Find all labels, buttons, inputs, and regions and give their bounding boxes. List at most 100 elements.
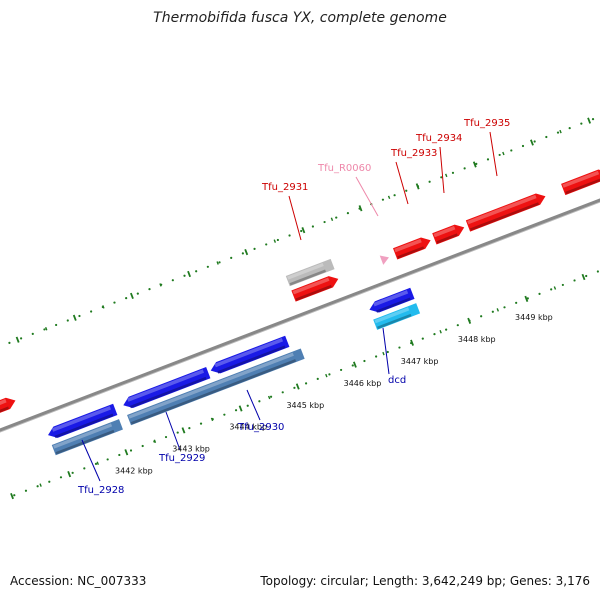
- gene-label: Tfu_2928: [77, 485, 124, 496]
- tick-minor-lower: [439, 330, 442, 334]
- tick-dot-lower: [421, 337, 424, 340]
- tick-label: 3446 kbp: [344, 379, 382, 388]
- tick-dot-lower: [118, 453, 121, 457]
- tick-dot-upper: [136, 292, 139, 295]
- tick-dot-lower: [375, 355, 378, 358]
- tick-mark-upper: [301, 227, 306, 234]
- tick-minor-upper: [502, 151, 505, 156]
- gene-arrow-red-shade: [436, 233, 458, 244]
- tick-dot-lower: [561, 283, 564, 287]
- tick-label: 3449 kbp: [515, 313, 553, 322]
- tick-dot-lower: [293, 386, 296, 389]
- tick-dot-lower: [199, 422, 203, 425]
- gene-label: Tfu_2930: [237, 422, 284, 433]
- tick-minor-lower: [553, 286, 557, 290]
- tick-dot-lower: [106, 458, 109, 461]
- tick-dot-lower: [491, 310, 494, 313]
- gene-block-steel-shade: [130, 359, 297, 425]
- tick-dot-lower: [71, 471, 74, 474]
- tick-dot-lower: [316, 377, 319, 380]
- tick-mark-upper: [530, 139, 534, 146]
- gene-arrow-red: [392, 237, 431, 260]
- leader-line: [489, 131, 498, 177]
- gene-block-steel-highlight: [53, 423, 113, 449]
- tick-minor-lower: [325, 373, 328, 378]
- gene-arrow-red-body: [561, 169, 600, 196]
- tick-dot-lower: [269, 395, 273, 398]
- tick-dot-upper: [346, 211, 350, 215]
- gene-arrow-red-body: [465, 193, 546, 232]
- gene-label: Tfu_2935: [463, 118, 510, 129]
- tick-minor-upper: [387, 195, 391, 200]
- gene-arrow-red: [432, 224, 465, 245]
- tick-dot-upper: [66, 319, 69, 322]
- tick-mark-lower: [67, 471, 72, 478]
- tick-dot-lower: [164, 435, 168, 439]
- gene-label: dcd: [388, 375, 406, 386]
- tick-dot-upper: [335, 216, 338, 219]
- tick-dot-upper: [486, 158, 490, 161]
- leader-line: [439, 146, 445, 194]
- tick-dot-upper: [580, 122, 583, 125]
- gene-labels: Tfu_2931Tfu_R0060Tfu_2933Tfu_2934Tfu_293…: [77, 118, 510, 496]
- tick-dot-upper: [183, 274, 186, 277]
- accession-text: Accession: NC_007333: [10, 574, 147, 588]
- tick-dot-lower: [234, 409, 238, 412]
- tick-mark-lower: [410, 339, 414, 346]
- tick-dot-lower: [363, 359, 366, 363]
- tick-minor-upper: [273, 239, 277, 243]
- tick-dot-lower: [246, 404, 249, 407]
- gene-block-cyan-highlight: [374, 307, 410, 324]
- tick-minor-lower: [496, 308, 500, 312]
- gene-label: Tfu_2933: [390, 148, 437, 159]
- tick-label: 3443 kbp: [172, 445, 210, 454]
- gene-arrow-blue-highlight: [214, 338, 284, 368]
- gene-label: Tfu_2931: [261, 182, 308, 193]
- tick-minor-upper: [102, 305, 105, 309]
- gene-arrow-red-shade: [0, 406, 10, 422]
- gene-block-cyan-shade: [377, 313, 412, 330]
- tick-minor-lower: [267, 395, 271, 400]
- tick-label: 3447 kbp: [401, 357, 439, 366]
- gene-features: [0, 169, 600, 456]
- leader-line: [165, 411, 181, 451]
- tick-mark-lower: [581, 273, 586, 281]
- tick-dot-upper: [311, 225, 314, 228]
- tick-minor-lower: [39, 483, 42, 487]
- tick-dot-upper: [428, 180, 431, 183]
- gene-arrow-red-body: [392, 237, 431, 260]
- tick-dot-lower: [129, 449, 133, 452]
- genome-backbone: [0, 198, 600, 433]
- tick-dot-lower: [223, 413, 226, 416]
- gene-arrow-red-shade: [565, 178, 600, 195]
- tick-dot-lower: [328, 373, 331, 376]
- gene-arrow-blue: [210, 335, 290, 374]
- tick-dot-lower: [281, 391, 284, 394]
- gene-arrow-blue-shade: [217, 345, 286, 374]
- tick-dot-lower: [304, 382, 308, 385]
- tick-dot-lower: [48, 480, 51, 483]
- tick-label: 3442 kbp: [115, 466, 153, 475]
- backbone-line: [0, 198, 600, 432]
- tick-mark-lower: [353, 361, 357, 368]
- tick-dot-lower: [386, 350, 389, 354]
- tick-dot-lower: [258, 400, 261, 403]
- tick-label: 3448 kbp: [458, 335, 496, 344]
- tick-dot-upper: [55, 323, 58, 327]
- tick-mark-upper: [15, 336, 20, 343]
- gene-arrow-red: [0, 397, 16, 423]
- gene-arrow-blue-highlight: [51, 406, 112, 432]
- tick-dot-lower: [83, 467, 86, 470]
- gene-arrow-red: [465, 193, 546, 232]
- tick-minor-lower: [153, 439, 157, 444]
- gene-block-steel-shade: [55, 429, 115, 455]
- tick-dot-upper: [195, 270, 198, 273]
- tick-dot-lower: [94, 462, 98, 465]
- tick-dot-lower: [188, 426, 191, 430]
- gene-arrow-red-highlight: [467, 194, 537, 225]
- tick-dot-upper: [521, 144, 525, 148]
- gene-block-steel: [127, 348, 305, 426]
- gene-arrow-red-body: [0, 397, 16, 423]
- tick-dot-lower: [24, 489, 28, 492]
